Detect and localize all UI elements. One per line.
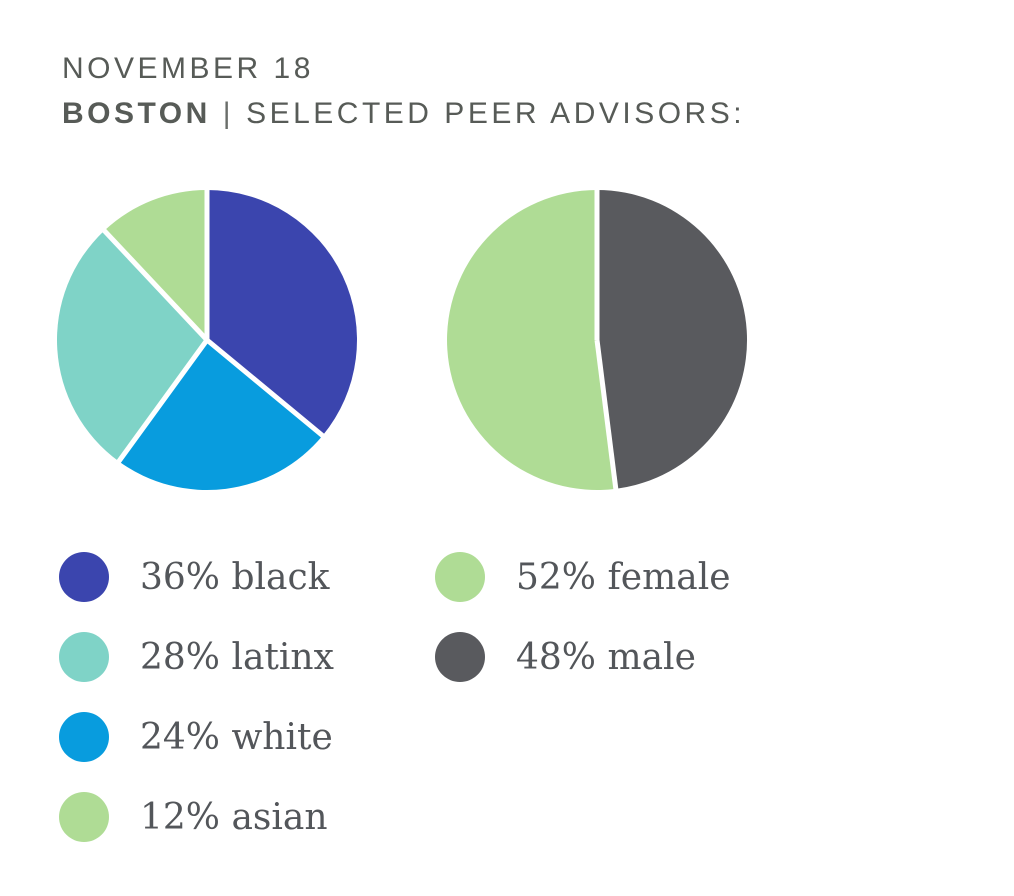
race-legend-swatch-asian bbox=[59, 792, 109, 842]
gender-legend-swatch-male bbox=[435, 632, 485, 682]
gender-slice-gap bbox=[594, 339, 619, 491]
race-legend-label-black: 36% black bbox=[140, 556, 330, 598]
race-slice-gap bbox=[205, 338, 325, 439]
gender-legend-label-female: 52% female bbox=[516, 556, 731, 598]
race-slice-gap bbox=[101, 228, 209, 342]
race-legend-item-latinx: 28% latinx bbox=[59, 632, 334, 682]
gender-slice-male bbox=[597, 190, 748, 489]
race-slice-asian bbox=[104, 190, 207, 340]
separator-bar: | bbox=[222, 97, 235, 130]
gender-pie-chart bbox=[447, 189, 748, 491]
gender-legend-item-female: 52% female bbox=[435, 552, 731, 602]
gender-slice-female bbox=[447, 190, 616, 490]
gender-legend: 52% female 48% male bbox=[435, 552, 731, 712]
race-legend-item-asian: 12% asian bbox=[59, 792, 334, 842]
race-pie-chart bbox=[56, 189, 358, 490]
race-legend-item-white: 24% white bbox=[59, 712, 334, 762]
date-heading: NOVEMBER 18 bbox=[62, 52, 314, 85]
race-legend-label-latinx: 28% latinx bbox=[140, 636, 334, 678]
title-heading: BOSTON | SELECTED PEER ADVISORS: bbox=[62, 97, 745, 131]
gender-legend-item-male: 48% male bbox=[435, 632, 731, 682]
race-slice-white bbox=[118, 340, 323, 490]
race-legend-label-white: 24% white bbox=[140, 716, 333, 758]
race-legend-swatch-latinx bbox=[59, 632, 109, 682]
city-label: BOSTON bbox=[62, 97, 211, 130]
race-legend: 36% black 28% latinx 24% white 12% asian bbox=[59, 552, 334, 872]
race-legend-swatch-black bbox=[59, 552, 109, 602]
race-slice-gap bbox=[116, 338, 210, 464]
subtitle-label: SELECTED PEER ADVISORS: bbox=[246, 97, 746, 130]
race-legend-item-black: 36% black bbox=[59, 552, 334, 602]
gender-legend-swatch-female bbox=[435, 552, 485, 602]
race-slice-black bbox=[207, 190, 358, 436]
race-legend-swatch-white bbox=[59, 712, 109, 762]
race-slice-latinx bbox=[56, 230, 207, 462]
race-legend-label-asian: 12% asian bbox=[140, 796, 328, 838]
gender-legend-label-male: 48% male bbox=[516, 636, 696, 678]
